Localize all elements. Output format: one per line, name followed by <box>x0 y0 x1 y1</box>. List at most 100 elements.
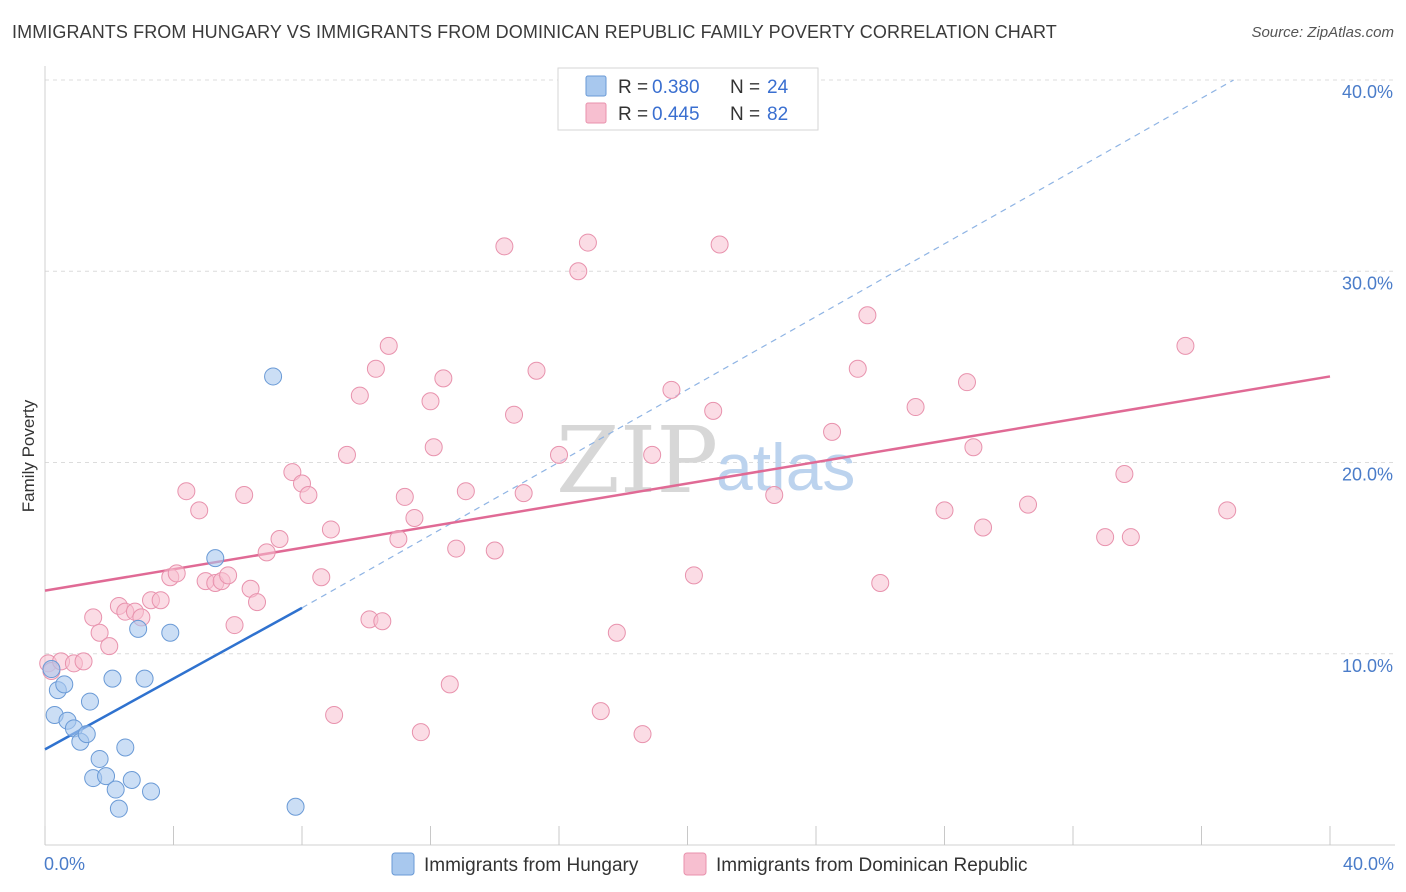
bottom-legend-label-hungary: Immigrants from Hungary <box>424 855 639 876</box>
data-point-dominican <box>84 608 103 627</box>
watermark-zip: ZIP <box>556 407 718 514</box>
data-point-hungary <box>129 619 148 638</box>
series-dominican-points <box>39 233 1237 744</box>
data-point-hungary <box>80 692 99 711</box>
data-point-dominican <box>514 484 533 503</box>
data-point-dominican <box>1121 528 1140 547</box>
data-point-dominican <box>225 616 244 635</box>
bottom-legend: Immigrants from Hungary Immigrants from … <box>391 852 1028 876</box>
data-point-dominican <box>550 445 568 464</box>
data-point-dominican <box>495 237 514 256</box>
data-point-dominican <box>957 373 976 392</box>
data-point-dominican <box>633 725 652 744</box>
data-point-dominican <box>447 539 466 558</box>
data-point-dominican <box>421 392 440 411</box>
data-point-hungary <box>106 780 125 799</box>
data-point-hungary <box>286 797 305 816</box>
data-point-dominican <box>257 543 276 562</box>
bottom-legend-swatch-hungary <box>391 852 415 876</box>
trend-line-hungary-extension <box>301 79 1234 609</box>
data-point-dominican <box>379 336 398 355</box>
data-point-dominican <box>505 405 524 424</box>
data-point-dominican <box>321 520 340 539</box>
data-point-dominican <box>643 445 662 464</box>
data-point-hungary <box>55 675 74 694</box>
data-point-dominican <box>964 438 983 457</box>
x-tick-label-max: 40.0% <box>1343 854 1394 874</box>
data-point-dominican <box>395 487 414 506</box>
data-point-hungary <box>90 749 109 768</box>
data-point-dominican <box>578 233 597 252</box>
data-point-dominican <box>765 486 784 505</box>
data-point-dominican <box>569 262 588 281</box>
data-point-dominican <box>219 566 238 585</box>
legend-r-label-hungary: R = <box>618 77 648 98</box>
data-point-dominican <box>1218 501 1237 520</box>
legend-r-value-hungary: 0.380 <box>652 77 700 98</box>
data-point-hungary <box>97 767 116 786</box>
data-point-dominican <box>177 482 196 501</box>
bottom-legend-swatch-dominican <box>683 852 707 876</box>
data-point-hungary <box>206 549 225 568</box>
grid-lines <box>45 79 1395 655</box>
data-point-hungary <box>161 623 180 642</box>
y-tick-label: 30.0% <box>1342 273 1393 293</box>
data-point-dominican <box>1096 528 1115 547</box>
legend: R = 0.380 N = 24 R = 0.445 N = 82 <box>557 67 819 131</box>
data-point-dominican <box>1019 495 1038 514</box>
data-point-hungary <box>135 669 154 688</box>
legend-n-value-hungary: 24 <box>767 77 789 98</box>
chart-title: IMMIGRANTS FROM HUNGARY VS IMMIGRANTS FR… <box>12 22 1057 42</box>
data-point-dominican <box>607 623 626 642</box>
data-point-hungary <box>264 367 283 386</box>
data-point-dominican <box>456 482 475 501</box>
y-axis-title: Family Poverty <box>19 399 38 512</box>
data-point-dominican <box>527 361 546 380</box>
y-tick-label: 20.0% <box>1342 465 1393 485</box>
data-point-dominican <box>299 486 318 505</box>
data-point-dominican <box>190 501 209 520</box>
data-point-dominican <box>90 623 109 642</box>
data-point-hungary <box>122 770 141 789</box>
data-point-dominican <box>312 568 331 587</box>
legend-n-label-dominican: N = <box>730 104 760 125</box>
data-point-dominican <box>389 530 408 548</box>
x-tick-label-min: 0.0% <box>44 854 85 874</box>
data-point-hungary <box>142 782 161 801</box>
data-point-dominican <box>591 702 610 721</box>
data-point-dominican <box>823 422 842 441</box>
legend-n-label-hungary: N = <box>730 77 760 98</box>
data-point-dominican <box>424 438 443 457</box>
data-point-dominican <box>100 637 119 656</box>
data-point-dominican <box>935 501 954 520</box>
bottom-legend-label-dominican: Immigrants from Dominican Republic <box>716 855 1028 876</box>
data-point-hungary <box>42 660 61 679</box>
data-point-dominican <box>366 359 385 378</box>
data-point-hungary <box>116 738 135 757</box>
data-point-dominican <box>248 593 267 612</box>
y-tick-label: 10.0% <box>1342 656 1393 676</box>
data-point-dominican <box>283 463 302 482</box>
data-point-dominican <box>411 723 430 742</box>
data-point-dominican <box>1176 336 1195 355</box>
data-point-dominican <box>684 566 703 585</box>
data-point-dominican <box>337 445 356 464</box>
data-point-dominican <box>906 398 925 417</box>
data-point-dominican <box>710 235 729 254</box>
data-point-dominican <box>373 612 392 631</box>
data-point-dominican <box>325 705 344 724</box>
legend-swatch-dominican <box>585 102 607 124</box>
data-point-dominican <box>871 573 890 592</box>
data-point-dominican <box>704 401 723 420</box>
data-point-dominican <box>662 380 681 399</box>
data-point-dominican <box>440 675 459 694</box>
y-tick-label: 40.0% <box>1342 82 1393 102</box>
data-point-dominican <box>167 564 186 583</box>
data-point-dominican <box>974 518 993 537</box>
legend-swatch-hungary <box>585 75 607 97</box>
data-point-dominican <box>350 386 369 405</box>
data-point-dominican <box>485 541 504 560</box>
data-point-dominican <box>848 359 867 378</box>
data-point-hungary <box>103 669 122 688</box>
